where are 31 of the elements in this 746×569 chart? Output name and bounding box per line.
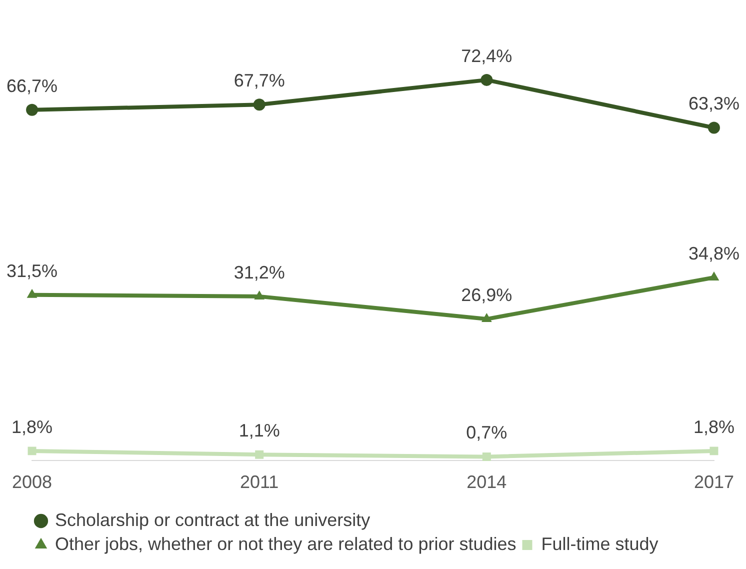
data-label: 31,5%: [6, 260, 58, 281]
data-label: 26,9%: [461, 285, 512, 306]
data-label: 34,8%: [688, 243, 740, 264]
point: [482, 452, 491, 461]
point: [708, 122, 720, 134]
point: [253, 98, 266, 111]
data-label: 63,3%: [688, 94, 740, 114]
point: [28, 446, 36, 456]
point: [26, 288, 38, 298]
point: [255, 450, 264, 459]
x-tick-label: 2008: [12, 472, 52, 492]
point: [710, 446, 718, 456]
point: [481, 313, 492, 322]
point: [708, 272, 720, 281]
data-label: 31,2%: [234, 262, 285, 282]
data-label: 1,1%: [238, 420, 280, 441]
data-label: 1,8%: [693, 416, 734, 437]
point: [26, 104, 38, 116]
point: [254, 290, 265, 300]
legend-label: Full-time study: [541, 534, 658, 554]
data-label: 1,8%: [12, 416, 53, 437]
legend-label: Scholarship or contract at the university: [55, 510, 370, 530]
x-tick-label: 2011: [240, 472, 279, 492]
data-label: 72,4%: [461, 46, 512, 66]
x-tick-label: 2017: [694, 472, 734, 492]
point: [480, 74, 493, 86]
x-tick-label: 2014: [466, 472, 507, 492]
data-label: 67,7%: [234, 70, 285, 91]
legend-label: Other jobs, whether or not they are related to prior studies: [55, 534, 516, 554]
data-label: 0,7%: [466, 422, 508, 443]
data-label: 66,7%: [6, 76, 58, 96]
